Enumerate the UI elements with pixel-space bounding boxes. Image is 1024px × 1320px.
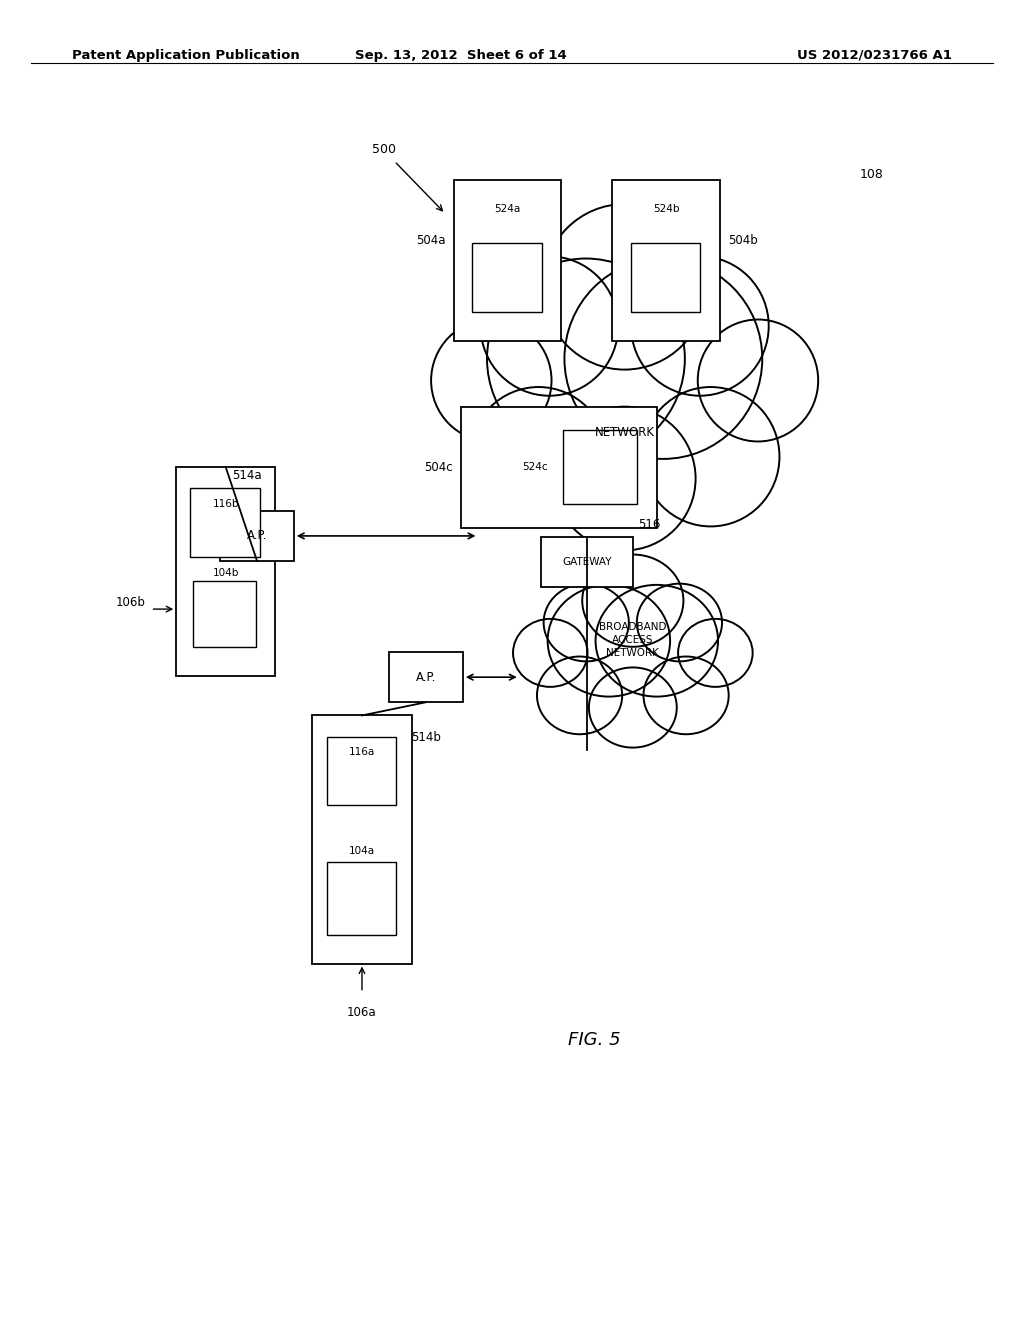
Text: 104a: 104a	[349, 846, 375, 857]
FancyBboxPatch shape	[220, 511, 294, 561]
Text: 500: 500	[372, 143, 396, 156]
Ellipse shape	[631, 256, 769, 396]
Text: 514a: 514a	[232, 469, 261, 482]
Ellipse shape	[637, 583, 722, 661]
FancyBboxPatch shape	[389, 652, 463, 702]
FancyBboxPatch shape	[612, 180, 720, 341]
Ellipse shape	[480, 256, 618, 396]
Ellipse shape	[554, 407, 695, 550]
FancyBboxPatch shape	[461, 407, 657, 528]
FancyBboxPatch shape	[190, 488, 260, 557]
FancyBboxPatch shape	[541, 537, 633, 587]
Text: 504b: 504b	[728, 234, 758, 247]
Ellipse shape	[513, 619, 588, 686]
Ellipse shape	[543, 205, 707, 370]
Ellipse shape	[589, 668, 677, 747]
Text: 524b: 524b	[653, 203, 679, 214]
Text: 116b: 116b	[213, 499, 239, 510]
Ellipse shape	[470, 387, 607, 527]
Ellipse shape	[643, 656, 729, 734]
Text: US 2012/0231766 A1: US 2012/0231766 A1	[798, 49, 952, 62]
Ellipse shape	[544, 583, 629, 661]
Text: BROADBAND
ACCESS
NETWORK: BROADBAND ACCESS NETWORK	[599, 622, 667, 659]
Text: Sep. 13, 2012  Sheet 6 of 14: Sep. 13, 2012 Sheet 6 of 14	[355, 49, 566, 62]
Ellipse shape	[548, 585, 670, 697]
Text: 524c: 524c	[521, 462, 548, 473]
Ellipse shape	[537, 656, 623, 734]
Ellipse shape	[564, 259, 762, 459]
Ellipse shape	[469, 255, 780, 484]
Ellipse shape	[697, 319, 818, 441]
Ellipse shape	[678, 619, 753, 686]
FancyBboxPatch shape	[193, 581, 256, 647]
Text: NETWORK: NETWORK	[595, 426, 654, 440]
Text: 504a: 504a	[416, 234, 445, 247]
Text: 106a: 106a	[347, 1006, 377, 1019]
Text: 504c: 504c	[424, 461, 453, 474]
Text: 116a: 116a	[349, 747, 375, 758]
Text: 524a: 524a	[495, 203, 520, 214]
FancyBboxPatch shape	[631, 243, 700, 312]
FancyBboxPatch shape	[563, 430, 637, 504]
Text: Patent Application Publication: Patent Application Publication	[72, 49, 299, 62]
FancyBboxPatch shape	[472, 243, 542, 312]
Ellipse shape	[642, 387, 779, 527]
FancyBboxPatch shape	[454, 180, 561, 341]
Text: 106b: 106b	[116, 597, 145, 610]
FancyBboxPatch shape	[327, 862, 396, 935]
Ellipse shape	[537, 583, 729, 710]
Text: FIG. 5: FIG. 5	[567, 1031, 621, 1049]
Text: A.P.: A.P.	[247, 529, 267, 543]
Text: 516: 516	[638, 517, 660, 531]
Text: A.P.: A.P.	[416, 671, 436, 684]
Ellipse shape	[596, 585, 718, 697]
FancyBboxPatch shape	[312, 715, 412, 964]
FancyBboxPatch shape	[327, 737, 396, 805]
Ellipse shape	[583, 554, 683, 647]
Text: GATEWAY: GATEWAY	[562, 557, 611, 568]
FancyBboxPatch shape	[176, 467, 275, 676]
Text: 108: 108	[860, 168, 884, 181]
Text: 104b: 104b	[213, 568, 239, 578]
Ellipse shape	[487, 259, 685, 459]
Text: 514b: 514b	[411, 731, 441, 744]
Ellipse shape	[431, 319, 552, 441]
